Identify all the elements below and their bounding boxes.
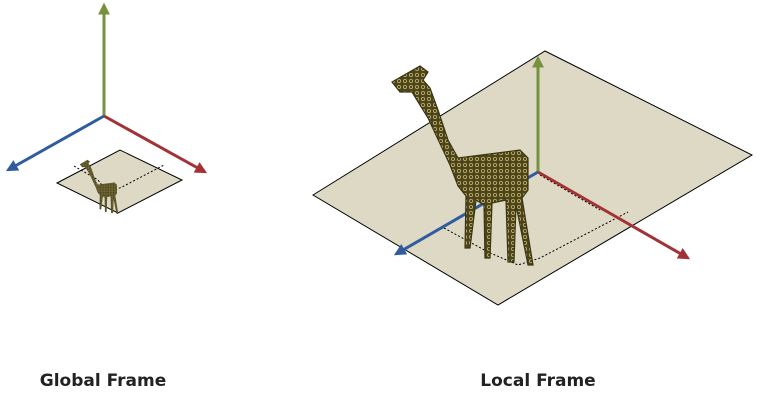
local-projection-lines-2 bbox=[539, 174, 601, 211]
global-frame-group bbox=[5, 2, 208, 214]
local-frame-caption: Local Frame bbox=[480, 371, 596, 391]
global-x-axis bbox=[103, 114, 208, 174]
global-plane bbox=[55, 149, 184, 214]
global-frame-caption: Global Frame bbox=[39, 371, 167, 391]
local-x-axis bbox=[537, 170, 691, 260]
local-projection-lines bbox=[443, 211, 629, 266]
local-plane bbox=[312, 50, 754, 306]
local-frame-group bbox=[312, 50, 754, 306]
global-z-axis bbox=[5, 114, 105, 172]
